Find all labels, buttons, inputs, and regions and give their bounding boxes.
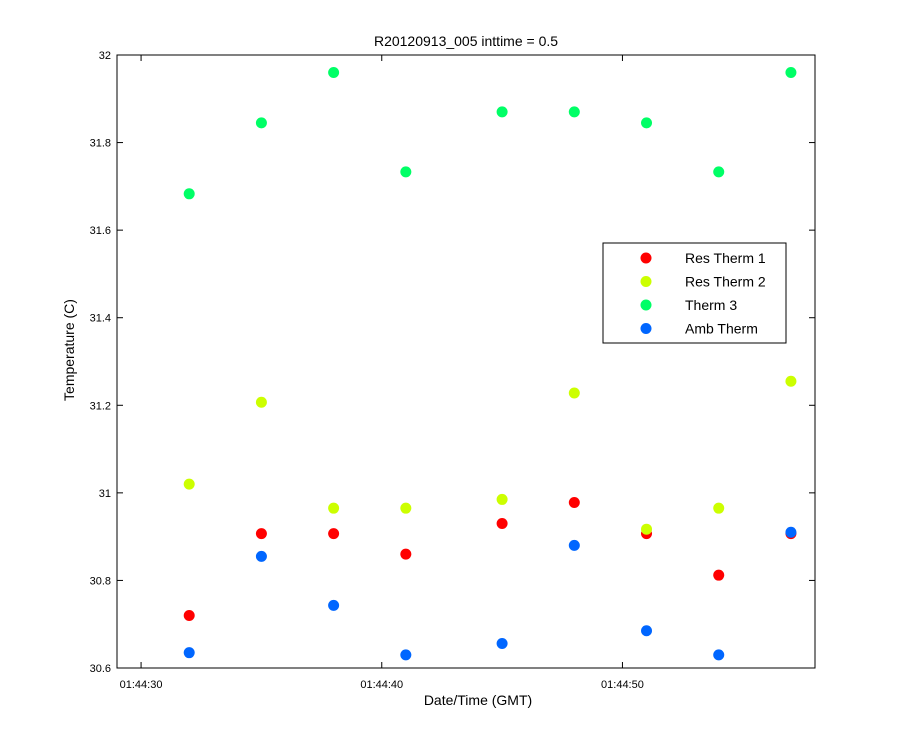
y-tick-label: 32 (99, 50, 111, 62)
data-point-series-3 (255, 117, 267, 129)
legend-marker (640, 299, 652, 311)
y-tick-label: 30.6 (90, 663, 111, 675)
data-point-series-3 (568, 106, 580, 118)
data-point-series-2 (255, 396, 267, 408)
data-point-series-4 (255, 550, 267, 562)
data-point-series-2 (568, 387, 580, 399)
data-point-series-4 (641, 625, 653, 637)
y-tick-label: 31.6 (90, 225, 111, 237)
data-point-series-1 (400, 548, 412, 560)
data-point-series-3 (713, 166, 725, 178)
legend-label: Res Therm 2 (685, 274, 766, 290)
data-point-series-1 (496, 518, 508, 530)
data-point-series-4 (328, 599, 340, 611)
data-point-series-1 (183, 609, 195, 621)
data-point-series-3 (496, 106, 508, 118)
data-point-series-3 (183, 188, 195, 200)
legend-marker (640, 252, 652, 264)
y-tick-label: 30.8 (90, 575, 111, 587)
data-point-series-1 (328, 528, 340, 540)
data-point-series-2 (183, 478, 195, 490)
legend-marker (640, 323, 652, 334)
data-point-series-3 (785, 67, 797, 79)
data-point-series-4 (713, 649, 725, 661)
y-tick-label: 31.8 (90, 138, 111, 150)
data-point-series-2 (713, 502, 725, 514)
data-point-series-3 (328, 67, 340, 79)
data-point-series-1 (713, 569, 725, 581)
data-point-series-4 (568, 539, 580, 551)
data-point-series-3 (641, 117, 653, 129)
data-point-series-3 (400, 166, 412, 178)
data-point-series-4 (400, 649, 412, 661)
y-tick-label: 31.4 (90, 313, 111, 325)
y-axis-label: Temperature (C) (61, 299, 77, 401)
x-tick-label: 01:44:40 (360, 679, 403, 691)
x-axis-label: Date/Time (GMT) (424, 692, 532, 708)
x-tick-label: 01:44:50 (601, 679, 644, 691)
data-point-series-1 (568, 496, 580, 508)
y-tick-label: 31 (99, 488, 111, 500)
y-tick-label: 31.2 (90, 400, 111, 412)
data-point-series-4 (183, 647, 195, 659)
data-point-series-4 (785, 526, 797, 538)
legend-marker (640, 276, 652, 287)
x-tick-label: 01:44:30 (120, 679, 163, 691)
data-point-series-2 (400, 502, 412, 514)
data-point-series-1 (255, 528, 267, 540)
chart-title: R20120913_005 inttime = 0.5 (374, 33, 558, 49)
legend-label: Res Therm 1 (685, 250, 766, 266)
legend-label: Therm 3 (685, 297, 737, 313)
data-point-series-2 (785, 375, 797, 387)
legend-label: Amb Therm (685, 321, 758, 337)
data-point-series-2 (328, 502, 340, 514)
data-point-series-2 (641, 523, 653, 535)
data-point-series-2 (496, 493, 508, 505)
plot-area (116, 54, 816, 669)
legend-box (602, 242, 787, 344)
data-point-series-4 (496, 637, 508, 649)
